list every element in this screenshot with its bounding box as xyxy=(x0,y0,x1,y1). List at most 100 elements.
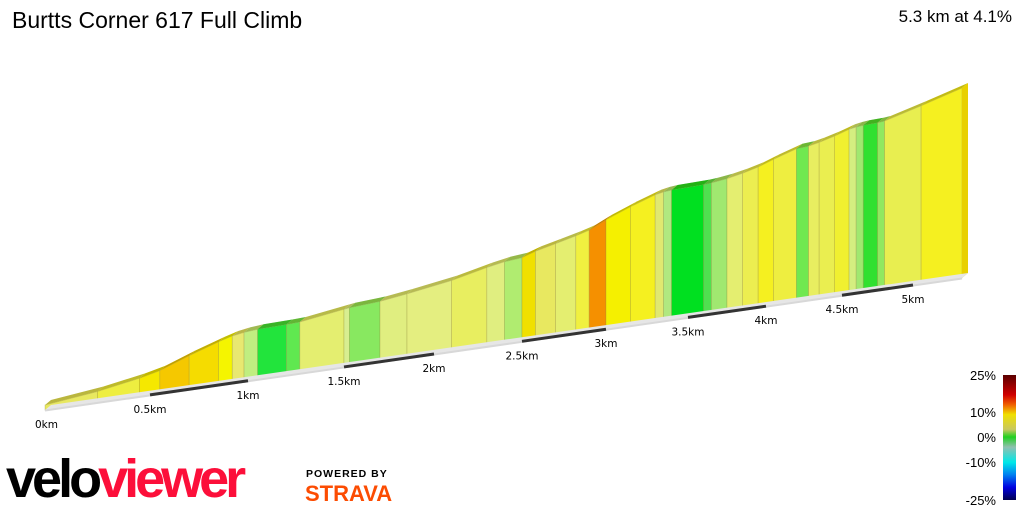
profile-segment xyxy=(285,321,301,376)
profile-segment-top-shade xyxy=(819,131,841,143)
profile-segment-top xyxy=(773,143,803,160)
profile-segment xyxy=(503,257,523,345)
profile-segment xyxy=(671,184,704,321)
profile-segment-top-shade xyxy=(884,100,928,121)
profile-segment-top-shade xyxy=(849,122,863,130)
profile-segment-top xyxy=(486,256,511,268)
axis-km-band xyxy=(343,352,435,369)
profile-segment-top-shade xyxy=(299,304,350,323)
distance-tick-label: 0.5km xyxy=(133,404,166,416)
legend-label: 0% xyxy=(977,430,996,445)
legend-label: -25% xyxy=(966,493,997,508)
climb-summary: 5.3 km at 4.1% xyxy=(898,7,1012,26)
profile-segment-top-shade xyxy=(257,319,293,330)
profile-segment-top-shade xyxy=(504,252,528,262)
profile-segment-top xyxy=(407,275,458,294)
profile-segment-top xyxy=(575,225,596,236)
profile-segment-top-shade xyxy=(486,256,511,268)
profile-segment-top xyxy=(655,187,670,195)
powered-by-label: POWERED BY xyxy=(306,468,388,480)
profile-segment-top-shade xyxy=(97,373,146,392)
profile-segment-top-shade xyxy=(834,124,856,137)
profile-segment xyxy=(757,158,774,308)
profile-segment xyxy=(379,293,408,363)
profile-segment-top-shade xyxy=(863,117,884,126)
distance-tick-labels: 0km 0.5km 1km 1.5km 2km 2.5km 3km 3.5km 4km 4.5km… xyxy=(35,294,925,431)
axis-km-band xyxy=(687,304,767,319)
profile-segment-top-shade xyxy=(286,317,306,325)
legend-label: 25% xyxy=(970,368,996,383)
profile-segment-top xyxy=(159,350,196,371)
profile-segment xyxy=(630,194,656,327)
profile-segment-top xyxy=(286,317,306,325)
profile-segment xyxy=(406,279,453,359)
profile-segment-top-shade xyxy=(344,302,356,310)
profile-segment-top xyxy=(555,230,582,244)
profile-segment-top xyxy=(727,168,749,179)
profile-segment xyxy=(703,182,712,316)
profile-segment xyxy=(521,250,536,342)
profile-segment-top-shade xyxy=(218,330,239,342)
profile-segment xyxy=(796,145,809,303)
profile-segment-top-shade xyxy=(856,120,870,128)
distance-tick-label: 5km xyxy=(902,294,925,306)
profile-segment-top xyxy=(380,288,413,302)
legend-label: 10% xyxy=(970,405,996,420)
legend-color-bar xyxy=(1003,375,1016,500)
profile-segment xyxy=(855,124,864,294)
profile-segment xyxy=(663,189,672,322)
profile-segment-top-shade xyxy=(522,246,542,258)
profile-segment-top-shade xyxy=(663,185,678,193)
profile-segment-top-shade xyxy=(589,214,612,231)
profile-segment-top-shade xyxy=(159,350,196,371)
distance-tick-label: 4.5km xyxy=(825,304,858,316)
profile-segment-top xyxy=(535,238,562,252)
profile-segment xyxy=(742,166,759,311)
profile-segment-top xyxy=(921,82,968,106)
profile-segment-top xyxy=(139,365,166,379)
profile-segment-top-shade xyxy=(796,141,815,149)
profile-segment-top-shade xyxy=(535,238,562,252)
profile-segment-top xyxy=(504,252,528,262)
profile-segment xyxy=(348,300,381,367)
profile-end-face xyxy=(962,82,968,278)
profile-segment-top xyxy=(877,115,891,123)
veloviewer-logo: veloviewer xyxy=(6,449,246,509)
profile-segment-top-shade xyxy=(555,230,582,244)
profile-segment-top xyxy=(189,336,225,356)
profile-segment-top xyxy=(742,162,765,174)
axis-km-band xyxy=(149,379,249,397)
profile-segment xyxy=(920,87,963,285)
profile-segment xyxy=(654,191,664,323)
profile-segment-top xyxy=(884,100,928,121)
profile-segment-top xyxy=(758,154,780,168)
profile-segment xyxy=(711,178,728,315)
profile-segment xyxy=(862,122,878,293)
distance-tick-label: 2km xyxy=(423,363,446,375)
gradient-legend: 25% 10% 0% -10% -25% xyxy=(966,368,1016,508)
profile-segment xyxy=(535,242,556,340)
legend-label: -10% xyxy=(966,455,997,470)
axis-km-band xyxy=(841,283,914,297)
profile-segment-top xyxy=(299,304,350,323)
profile-segment-top-shade xyxy=(773,143,803,160)
profile-segment-top-shade xyxy=(244,324,264,333)
profile-segment xyxy=(605,206,631,330)
profile-segment-top xyxy=(630,189,662,207)
profile-segment-top xyxy=(703,177,718,185)
profile-base xyxy=(45,272,968,410)
distance-tick-label: 0km xyxy=(35,419,58,431)
profile-segment-top-shade xyxy=(606,201,637,220)
profile-segment xyxy=(575,229,590,335)
profile-segment xyxy=(486,261,505,347)
profile-segment-top xyxy=(218,330,239,342)
profile-segment-top xyxy=(232,327,251,336)
distance-tick-label: 3.5km xyxy=(671,326,704,338)
profile-segment-top-shade xyxy=(877,115,891,123)
profile-segment xyxy=(257,324,287,380)
profile-segment-top-shade xyxy=(139,365,166,379)
profile-segment-top xyxy=(819,131,841,143)
profile-segment-top xyxy=(589,214,612,231)
profile-segment-top xyxy=(257,319,293,330)
distance-tick-label: 1km xyxy=(237,390,260,402)
